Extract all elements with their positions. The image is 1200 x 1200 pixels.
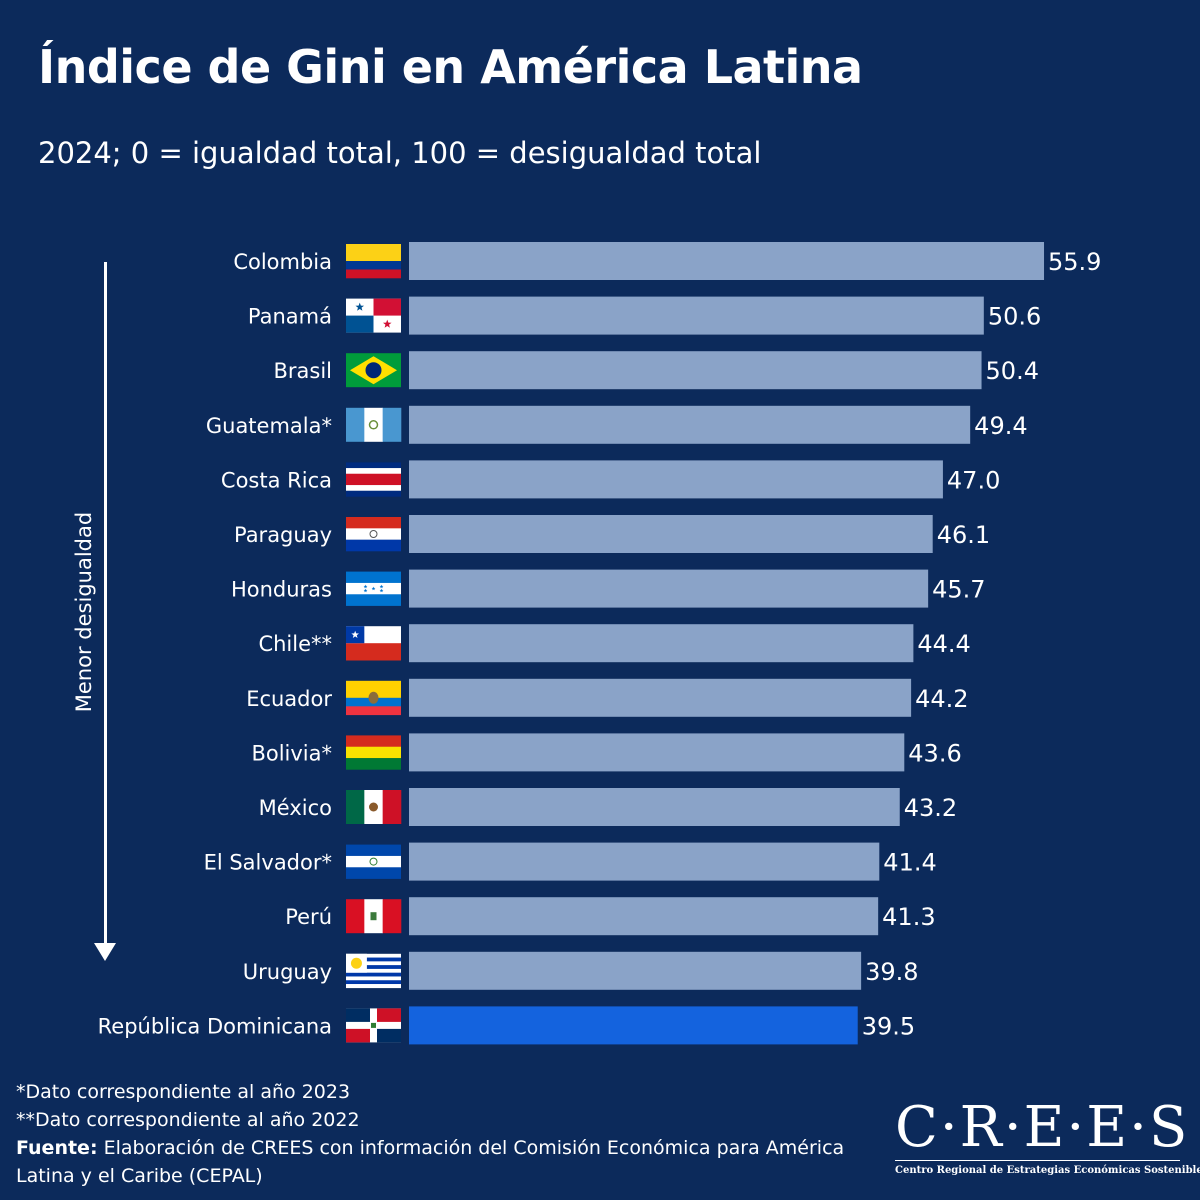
ecuador-flag-icon bbox=[346, 680, 401, 716]
bar bbox=[409, 296, 984, 335]
bar-row: Brasil 50.4 bbox=[273, 351, 1039, 390]
value-label: 39.5 bbox=[862, 1012, 915, 1040]
value-label: 43.6 bbox=[908, 739, 961, 767]
value-label: 41.4 bbox=[883, 849, 936, 877]
category-label: Ecuador bbox=[246, 687, 332, 711]
chart-subtitle: 2024; 0 = igualdad total, 100 = desigual… bbox=[38, 136, 762, 170]
bar bbox=[409, 569, 929, 608]
value-label: 50.6 bbox=[988, 303, 1041, 331]
bar bbox=[409, 242, 1045, 280]
guatemala-flag-icon bbox=[346, 407, 402, 442]
logo-wordmark: C·R·E·E·S bbox=[895, 1095, 1190, 1160]
bar bbox=[409, 460, 943, 499]
bar-row: Uruguay 39.8 bbox=[243, 951, 919, 990]
category-label: Guatemala* bbox=[206, 414, 332, 438]
source-note: Fuente: Elaboración de CREES con informa… bbox=[16, 1134, 886, 1190]
chart-title: Índice de Gini en América Latina bbox=[38, 40, 863, 94]
value-label: 55.9 bbox=[1048, 248, 1101, 276]
honduras-flag-icon bbox=[346, 571, 401, 606]
logo-tagline: Centro Regional de Estrategias Económica… bbox=[895, 1165, 1200, 1176]
logo-divider bbox=[895, 1160, 1180, 1161]
category-label: Perú bbox=[285, 905, 332, 929]
bar-chart: Colombia 55.9 Panamá 50.6 Brasil 50.4 Guatemal… bbox=[98, 242, 1101, 1045]
footnote-2022: **Dato correspondiente al año 2022 bbox=[16, 1109, 360, 1131]
source-label: Fuente: bbox=[16, 1137, 98, 1159]
value-label: 46.1 bbox=[937, 521, 990, 549]
value-label: 44.4 bbox=[917, 630, 970, 658]
category-label: Paraguay bbox=[234, 523, 332, 547]
bar-row: Honduras 45.7 bbox=[231, 569, 986, 608]
crees-logo: C·R·E·E·S Centro Regional de Estrategias… bbox=[895, 1095, 1200, 1176]
peru-flag-icon bbox=[346, 899, 402, 934]
bar bbox=[409, 624, 914, 663]
bar-row: Guatemala* 49.4 bbox=[206, 405, 1028, 444]
category-label: Uruguay bbox=[243, 960, 332, 984]
category-label: El Salvador* bbox=[204, 851, 332, 875]
value-label: 47.0 bbox=[947, 466, 1000, 494]
bar-row: México 43.2 bbox=[259, 788, 957, 826]
bar-row: Panamá 50.6 bbox=[248, 296, 1041, 335]
value-label: 49.4 bbox=[974, 412, 1027, 440]
chile-flag-icon bbox=[346, 626, 401, 661]
bar bbox=[409, 733, 905, 772]
brazil-flag-icon bbox=[346, 353, 401, 388]
footnotes: *Dato correspondiente al año 2023 **Dato… bbox=[16, 1078, 886, 1190]
dominican-republic-flag-icon bbox=[346, 1008, 401, 1043]
bar bbox=[409, 515, 933, 553]
mexico-flag-icon bbox=[346, 790, 402, 824]
bar-row: Ecuador 44.2 bbox=[246, 678, 969, 717]
source-text: Elaboración de CREES con información del… bbox=[16, 1137, 845, 1187]
bar bbox=[409, 351, 982, 390]
category-label: Panamá bbox=[248, 305, 332, 329]
bar bbox=[409, 1006, 858, 1045]
bar-row: Chile** 44.4 bbox=[258, 624, 971, 663]
bar bbox=[409, 678, 912, 717]
footnote-2023: *Dato correspondiente al año 2023 bbox=[16, 1081, 351, 1103]
category-label: Colombia bbox=[233, 250, 332, 274]
bar bbox=[409, 788, 900, 826]
costa-rica-flag-icon bbox=[346, 462, 401, 497]
bolivia-flag-icon bbox=[346, 735, 401, 770]
category-label: Costa Rica bbox=[221, 468, 332, 492]
value-label: 43.2 bbox=[904, 794, 957, 822]
bar-row: Bolivia* 43.6 bbox=[251, 733, 962, 772]
arrow-down-icon-shaft bbox=[104, 262, 107, 945]
bar bbox=[409, 951, 862, 990]
category-label: República Dominicana bbox=[98, 1014, 332, 1038]
bar bbox=[409, 897, 879, 936]
value-label: 39.8 bbox=[865, 958, 918, 986]
paraguay-flag-icon bbox=[346, 517, 401, 552]
category-label: Honduras bbox=[231, 578, 332, 602]
value-label: 44.2 bbox=[915, 685, 968, 713]
category-label: México bbox=[259, 796, 332, 820]
bar bbox=[409, 842, 880, 881]
category-label: Chile** bbox=[258, 632, 332, 656]
category-label: Bolivia* bbox=[251, 741, 332, 765]
value-label: 41.3 bbox=[882, 903, 935, 931]
value-label: 50.4 bbox=[986, 357, 1039, 385]
colombia-flag-icon bbox=[346, 244, 401, 279]
category-label: Brasil bbox=[273, 359, 332, 383]
bar-row: Paraguay 46.1 bbox=[234, 515, 990, 553]
panama-flag-icon bbox=[346, 298, 401, 333]
bar-row: Colombia 55.9 bbox=[233, 242, 1101, 280]
bar bbox=[409, 405, 971, 444]
value-label: 45.7 bbox=[932, 576, 985, 604]
bar-row: Costa Rica 47.0 bbox=[221, 460, 1000, 499]
el-salvador-flag-icon bbox=[346, 844, 401, 879]
bar-row: El Salvador* 41.4 bbox=[204, 842, 937, 881]
uruguay-flag-icon bbox=[346, 953, 401, 989]
bar-row: República Dominicana 39.5 bbox=[98, 1006, 915, 1045]
arrow-down-icon bbox=[94, 943, 116, 961]
bar-row: Perú 41.3 bbox=[285, 897, 936, 936]
